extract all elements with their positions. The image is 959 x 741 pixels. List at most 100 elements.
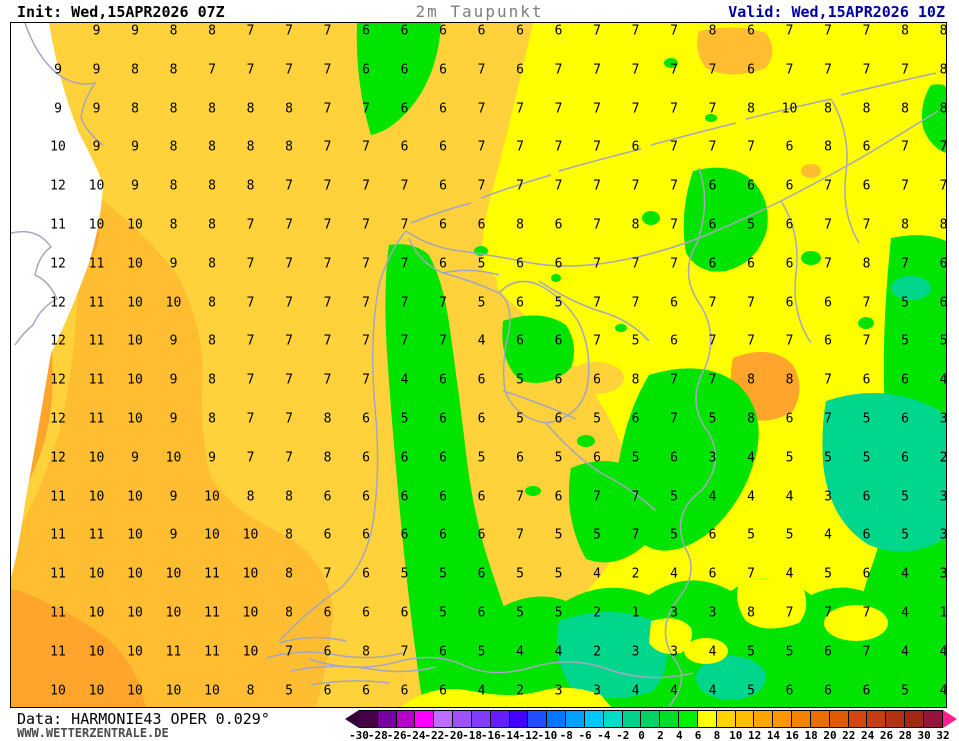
grid-value: 2 (593, 605, 601, 621)
grid-value: 5 (747, 644, 755, 660)
grid-value: 11 (50, 566, 66, 582)
dewpoint-region-teal (696, 656, 766, 700)
grid-value: 10 (50, 139, 66, 155)
colorbar-label: -4 (597, 729, 611, 741)
grid-value: 5 (824, 450, 832, 466)
grid-value: 9 (54, 101, 62, 117)
grid-value: 7 (400, 256, 409, 272)
grid-value: 6 (593, 372, 601, 388)
colorbar-segment (566, 710, 585, 728)
colorbar-segment (528, 710, 548, 728)
grid-value: 11 (88, 256, 105, 272)
colorbar-label: -22 (424, 729, 445, 741)
grid-value: 10 (127, 217, 143, 233)
grid-value: 7 (824, 411, 832, 427)
colorbar-segment (660, 710, 680, 728)
grid-value: 10 (165, 566, 182, 582)
colorbar-segment (547, 710, 567, 728)
grid-value: 7 (670, 62, 678, 78)
grid-value: 7 (670, 217, 678, 233)
grid-value: 3 (670, 644, 678, 660)
colorbar-segment (923, 710, 943, 728)
grid-value: 4 (400, 372, 409, 388)
colorbar-segment (810, 710, 830, 728)
grid-value: 6 (362, 683, 370, 699)
grid-value: 5 (554, 295, 563, 311)
grid-value: 7 (362, 139, 370, 155)
colorbar-swatches (345, 710, 957, 728)
grid-value: 6 (554, 256, 563, 272)
grid-value: 7 (785, 23, 794, 39)
grid-value: 11 (204, 566, 220, 582)
grid-value: 7 (323, 256, 332, 272)
grid-value: 7 (323, 178, 332, 194)
grid-value: 8 (901, 23, 909, 39)
grid-value: 7 (862, 217, 871, 233)
grid-value: 6 (554, 489, 563, 505)
grid-value: 8 (516, 217, 524, 233)
colorbar-segment (867, 710, 887, 728)
grid-value: 9 (169, 333, 178, 349)
grid-value: 7 (285, 178, 293, 194)
colorbar-label: -16 (480, 729, 501, 741)
colorbar-label: 32 (936, 729, 950, 741)
grid-value: 6 (400, 489, 409, 505)
grid-value: 9 (131, 450, 139, 466)
grid-value: 11 (88, 411, 105, 427)
grid-value: 2 (631, 566, 640, 582)
grid-value: 7 (246, 23, 255, 39)
grid-value: 7 (747, 139, 755, 155)
grid-value: 8 (169, 23, 178, 39)
grid-value: 9 (169, 527, 178, 543)
grid-value: 7 (323, 566, 332, 582)
grid-value: 8 (939, 101, 947, 117)
grid-value: 8 (785, 372, 794, 388)
grid-value: 11 (88, 295, 105, 311)
grid-value: 5 (477, 295, 486, 311)
grid-value: 6 (862, 489, 871, 505)
grid-value: 10 (127, 295, 143, 311)
grid-value: 7 (246, 372, 255, 388)
grid-value: 7 (400, 295, 409, 311)
grid-value: 11 (50, 644, 66, 660)
grid-value: 6 (901, 372, 909, 388)
grid-value: 6 (516, 295, 524, 311)
colorbar-segment (773, 710, 793, 728)
grid-value: 10 (242, 527, 259, 543)
colorbar-segment (886, 710, 906, 728)
grid-value: 6 (400, 683, 409, 699)
grid-value: 10 (165, 450, 182, 466)
grid-value: 4 (477, 683, 486, 699)
grid-value: 7 (400, 217, 409, 233)
grid-value: 9 (169, 256, 178, 272)
grid-value: 7 (323, 139, 332, 155)
grid-value: 8 (747, 411, 755, 427)
grid-value: 6 (477, 217, 486, 233)
grid-value: 6 (400, 139, 409, 155)
grid-value: 8 (246, 101, 255, 117)
grid-value: 6 (862, 527, 871, 543)
grid-value: 4 (939, 644, 947, 660)
grid-value: 7 (400, 644, 409, 660)
grid-value: 6 (554, 372, 563, 388)
grid-value: 10 (127, 566, 143, 582)
grid-value: 7 (362, 101, 370, 117)
grid-value: 8 (169, 178, 178, 194)
grid-value: 7 (785, 605, 794, 621)
grid-value: 5 (785, 527, 794, 543)
colorbar-segment (848, 710, 868, 728)
grid-value: 7 (824, 372, 832, 388)
grid-value: 5 (901, 489, 909, 505)
colorbar-segment (905, 710, 924, 728)
grid-value: 7 (901, 256, 909, 272)
grid-value: 6 (400, 527, 409, 543)
grid-value: 7 (785, 333, 794, 349)
grid-value: 6 (362, 527, 370, 543)
grid-value: 7 (631, 23, 640, 39)
colorbar-label: 14 (766, 729, 781, 741)
colorbar-segment (434, 710, 454, 728)
grid-value: 6 (708, 178, 717, 194)
grid-value: 5 (631, 450, 640, 466)
grid-value: 6 (362, 411, 370, 427)
colorbar-segment (641, 710, 661, 728)
